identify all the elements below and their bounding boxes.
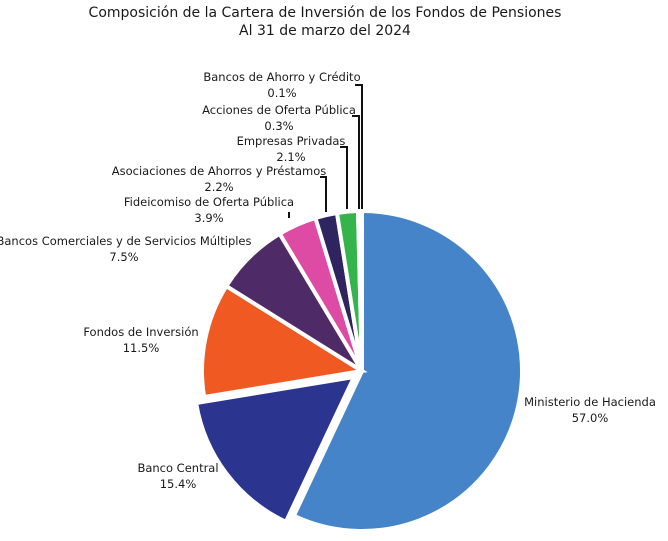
- slice-label-9: Bancos de Ahorro y Crédito: [203, 70, 360, 84]
- slice-value-3: 11.5%: [123, 341, 160, 355]
- chart-subtitle: Al 31 de marzo del 2024: [239, 23, 411, 39]
- slice-value-5: 3.9%: [194, 211, 223, 225]
- slice-label-8: Acciones de Oferta Pública: [202, 103, 356, 117]
- slice-value-8: 0.3%: [264, 119, 293, 133]
- slice-value-1: 57.0%: [572, 411, 609, 425]
- leader-line-7: [340, 146, 348, 209]
- pie-slice-9: [358, 208, 364, 372]
- leader-lines: [288, 84, 363, 218]
- pie-slices: [193, 208, 524, 533]
- pie-slice-1: [291, 208, 524, 533]
- chart-title: Composición de la Cartera de Inversión d…: [89, 5, 562, 21]
- slice-value-2: 15.4%: [160, 477, 197, 491]
- slice-value-4: 7.5%: [109, 250, 138, 264]
- slice-label-4: Bancos Comerciales y de Servicios Múltip…: [0, 234, 252, 248]
- pie-slice-2: [193, 374, 358, 525]
- slice-labels: Ministerio de Hacienda 57.0% Banco Central…: [0, 70, 656, 491]
- pie-slice-3: [200, 283, 368, 400]
- slice-value-6: 2.2%: [204, 180, 233, 194]
- slice-label-5: Fideicomiso de Oferta Pública: [124, 195, 294, 209]
- slice-label-7: Empresas Privadas: [237, 134, 346, 148]
- leader-line-9: [355, 84, 363, 209]
- slice-value-9: 0.1%: [267, 86, 296, 100]
- slice-label-6: Asociaciones de Ahorros y Préstamos: [112, 164, 326, 178]
- slice-label-1: Ministerio de Hacienda: [524, 395, 656, 409]
- leader-line-6: [320, 176, 327, 212]
- slice-label-3: Fondos de Inversión: [83, 325, 198, 339]
- slice-label-2: Banco Central: [137, 461, 218, 475]
- slice-value-7: 2.1%: [276, 150, 305, 164]
- leader-line-8: [352, 115, 360, 209]
